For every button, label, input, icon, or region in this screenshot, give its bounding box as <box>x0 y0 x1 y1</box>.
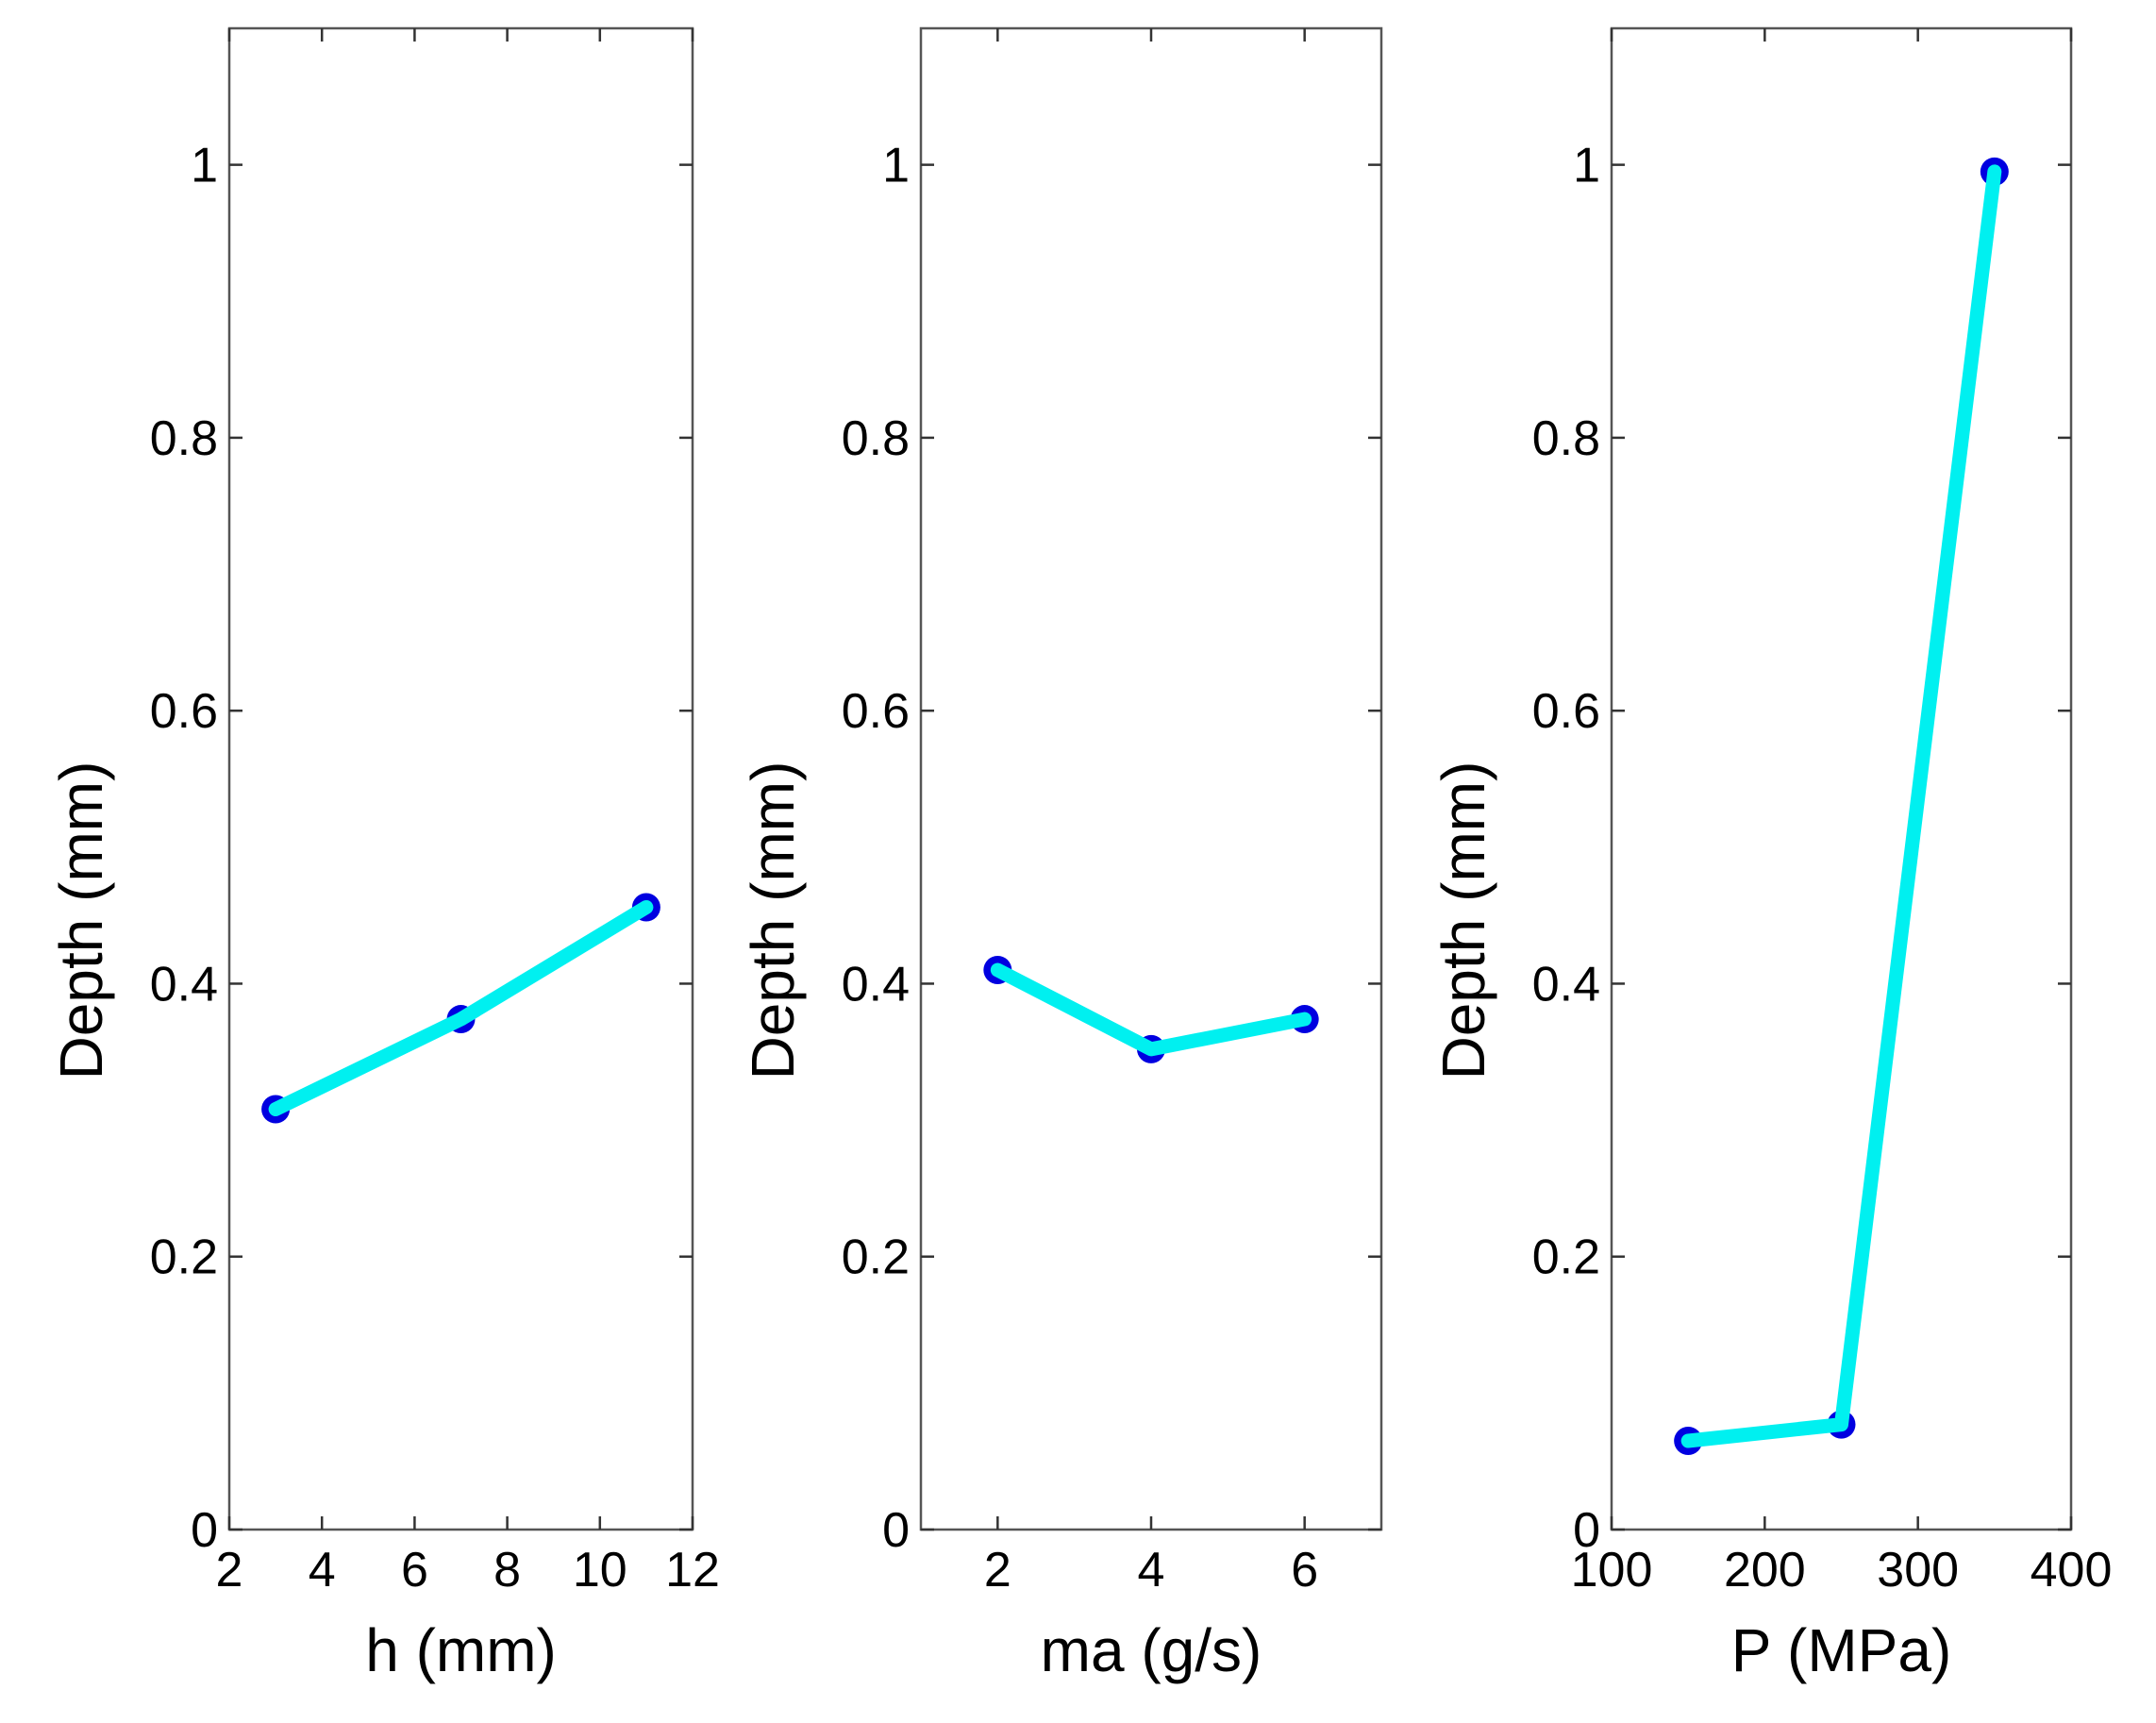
subplot-h: 00.20.40.60.812 4 6 8 10 12h (mm)Depth (mm) <box>47 26 720 1684</box>
y-tick-label: 0 <box>882 1503 910 1558</box>
series-line <box>990 962 1312 1057</box>
x-axis-label: h (mm) <box>365 1616 557 1684</box>
subplot-p: 0 0.2 0.4 0.6 0.8 1 100 200 300 400 P (MPa) Depth (… <box>1429 26 2113 1684</box>
x-tick-label: 300 <box>1877 1543 1959 1598</box>
x-tick-label: 4 <box>1138 1543 1165 1598</box>
y-tick-label: 0.6 <box>842 684 910 739</box>
y-tick-label: 0.4 <box>150 957 218 1012</box>
y-axis-label: Depth (mm) <box>47 761 115 1080</box>
y-tick-label: 1 <box>191 139 218 193</box>
subplot-ma: 0 0.2 0.4 0.6 0.8 1 2 4 6 ma (g/s) Depth (mm) <box>739 26 1383 1684</box>
y-tick-label: 1 <box>1573 139 1600 193</box>
y-tick-label: 0 <box>191 1503 218 1558</box>
x-tick-label: 100 <box>1571 1543 1653 1598</box>
x-tick-label: 6 <box>401 1543 428 1598</box>
axes-frame <box>227 26 694 1531</box>
y-tick-label: 0.8 <box>842 411 910 466</box>
y-tick-label: 0.4 <box>1532 957 1600 1012</box>
x-tick-label: 2 <box>216 1543 243 1598</box>
x-tick-label: 12 <box>665 1543 720 1598</box>
x-tick-label: 200 <box>1724 1543 1806 1598</box>
x-axis-label: ma (g/s) <box>1041 1616 1262 1684</box>
y-tick-label: 0 <box>1573 1503 1600 1558</box>
x-tick-label: 400 <box>2031 1543 2113 1598</box>
y-tick-label: 0.2 <box>842 1230 910 1285</box>
x-axis-label: P (MPa) <box>1731 1616 1952 1684</box>
x-tick-label: 10 <box>573 1543 627 1598</box>
y-tick-label: 0.6 <box>1532 684 1600 739</box>
y-axis-label: Depth (mm) <box>739 761 807 1080</box>
axes-frame <box>1610 26 2073 1531</box>
y-tick-label: 0.6 <box>150 684 218 739</box>
x-tick-label: 8 <box>493 1543 521 1598</box>
y-tick-label: 1 <box>882 139 910 193</box>
axes-frame <box>919 26 1383 1531</box>
y-tick-label: 0.2 <box>1532 1230 1600 1285</box>
y-tick-label: 0.8 <box>150 411 218 466</box>
x-tick-label: 4 <box>309 1543 336 1598</box>
series-line <box>268 899 654 1117</box>
series-line <box>1680 164 2002 1448</box>
y-tick-label: 0.4 <box>842 957 910 1012</box>
x-tick-label: 6 <box>1291 1543 1318 1598</box>
y-tick-label: 0.2 <box>150 1230 218 1285</box>
y-axis-label: Depth (mm) <box>1429 761 1497 1080</box>
y-tick-label: 0.8 <box>1532 411 1600 466</box>
x-tick-label: 2 <box>984 1543 1011 1598</box>
